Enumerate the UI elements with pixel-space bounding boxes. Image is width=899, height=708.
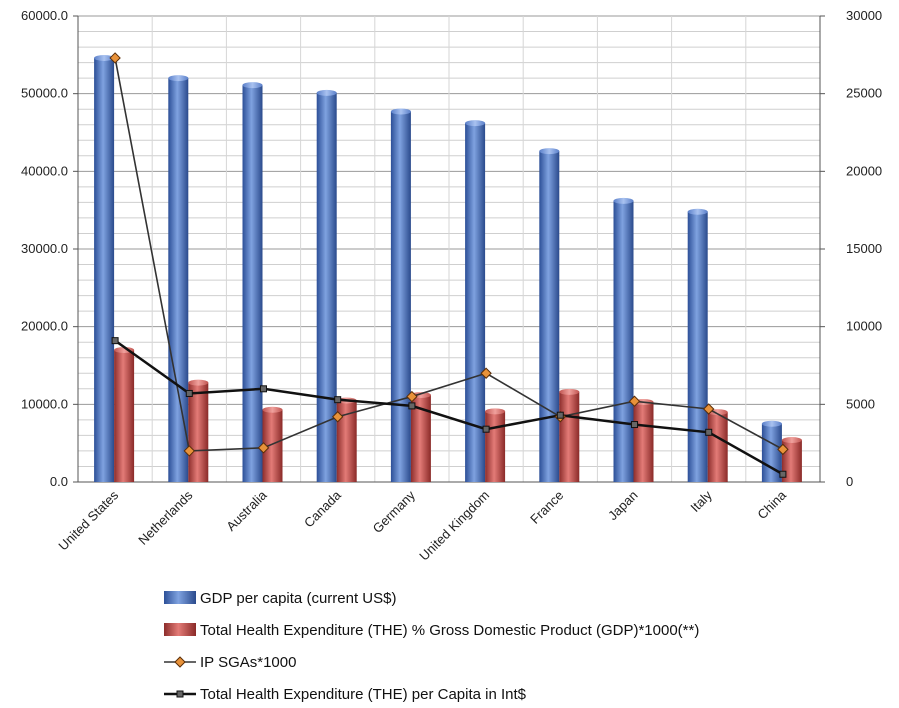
- legend-label: Total Health Expenditure (THE) % Gross D…: [200, 622, 699, 639]
- category-label: France: [527, 488, 566, 527]
- y-right-tick-label: 10000: [846, 319, 882, 334]
- category-label: Japan: [605, 488, 641, 524]
- ip-sgas-point: [628, 395, 641, 407]
- the-per-capita-point: [556, 411, 564, 419]
- the-pct-gdp-bar: [114, 346, 135, 482]
- the-per-capita-point: [185, 389, 193, 397]
- legend-marker: [176, 690, 184, 698]
- category-label: Italy: [687, 487, 715, 515]
- the-pct-gdp-bar: [336, 397, 357, 482]
- y-right-tick-label: 5000: [846, 396, 875, 411]
- the-per-capita-point: [260, 385, 267, 393]
- ip-sgas-point: [777, 443, 789, 456]
- y-right-tick-label: 15000: [846, 241, 882, 256]
- legend-swatch: [164, 591, 196, 604]
- y-left-tick-label: 10000.0: [21, 396, 68, 411]
- ip-sgas-point: [702, 403, 715, 415]
- y-left-tick-label: 30000.0: [21, 241, 68, 256]
- category-label: China: [754, 487, 789, 522]
- y-right-tick-label: 20000: [846, 163, 882, 178]
- category-label: Netherlands: [135, 487, 196, 548]
- gdp-bar: [316, 89, 337, 482]
- gdp-bar: [687, 208, 708, 482]
- ip-sgas-point: [331, 411, 344, 423]
- the-per-capita-line: [114, 339, 784, 476]
- tick-labels: 0.0 10000.0 20000.0 30000.0 40000.0 50000.0 60…: [21, 8, 882, 564]
- the-pct-gdp-bar: [707, 409, 728, 482]
- the-pct-gdp-bar: [559, 388, 580, 482]
- the-per-capita-point: [111, 337, 119, 345]
- y-left-tick-label: 60000.0: [21, 8, 68, 23]
- category-label: Canada: [301, 487, 344, 530]
- the-per-capita-point: [408, 402, 416, 410]
- gdp-bar: [168, 75, 189, 482]
- gdp-bar: [539, 148, 560, 482]
- the-pct-gdp-bar: [485, 408, 506, 482]
- category-label: Australia: [223, 487, 270, 534]
- legend: GDP per capita (current US$) Total Health…: [164, 590, 699, 703]
- gdp-bar: [390, 108, 411, 482]
- legend-marker: [174, 656, 186, 668]
- the-per-capita-point: [482, 425, 490, 433]
- lines: [109, 52, 789, 478]
- ip-sgas-point: [183, 445, 196, 457]
- the-pct-gdp-bar: [633, 399, 654, 482]
- the-per-capita-point: [705, 428, 713, 436]
- the-per-capita-point: [631, 421, 638, 429]
- gdp-bar: [94, 54, 115, 482]
- ip-sgas-point: [480, 367, 492, 379]
- gdp-bar: [613, 197, 634, 482]
- the-pct-gdp-bar: [262, 406, 283, 482]
- ip-sgas-point: [109, 52, 121, 64]
- ip-sgas-point: [406, 390, 418, 403]
- legend-label: GDP per capita (current US$): [200, 590, 396, 607]
- y-left-tick-label: 0.0: [50, 474, 68, 489]
- ip-sgas-line: [114, 57, 784, 452]
- legend-swatch: [164, 623, 196, 636]
- y-right-tick-label: 25000: [846, 86, 882, 101]
- category-label: United States: [55, 487, 121, 553]
- legend-item: IP SGAs*1000: [164, 654, 296, 671]
- gdp-bar: [761, 420, 782, 482]
- legend-label: IP SGAs*1000: [200, 654, 296, 671]
- y-right-tick-label: 0: [846, 474, 853, 489]
- legend-item: GDP per capita (current US$): [164, 590, 396, 607]
- the-per-capita-point: [334, 396, 342, 404]
- legend-label: Total Health Expenditure (THE) per Capit…: [200, 686, 527, 703]
- category-label: United Kingdom: [416, 488, 492, 564]
- y-left-tick-label: 20000.0: [21, 319, 68, 334]
- y-right-tick-label: 30000: [846, 8, 882, 23]
- legend-item: Total Health Expenditure (THE) per Capit…: [164, 686, 527, 703]
- legend-item: Total Health Expenditure (THE) % Gross D…: [164, 622, 699, 639]
- the-per-capita-point: [779, 470, 787, 478]
- ip-sgas-point: [257, 442, 270, 454]
- y-left-tick-label: 40000.0: [21, 163, 68, 178]
- bars: [94, 54, 802, 483]
- y-left-tick-label: 50000.0: [21, 86, 68, 101]
- gdp-bar: [242, 82, 263, 482]
- gdp-bar: [465, 120, 486, 483]
- category-label: Germany: [370, 487, 419, 536]
- the-pct-gdp-bar: [188, 379, 209, 482]
